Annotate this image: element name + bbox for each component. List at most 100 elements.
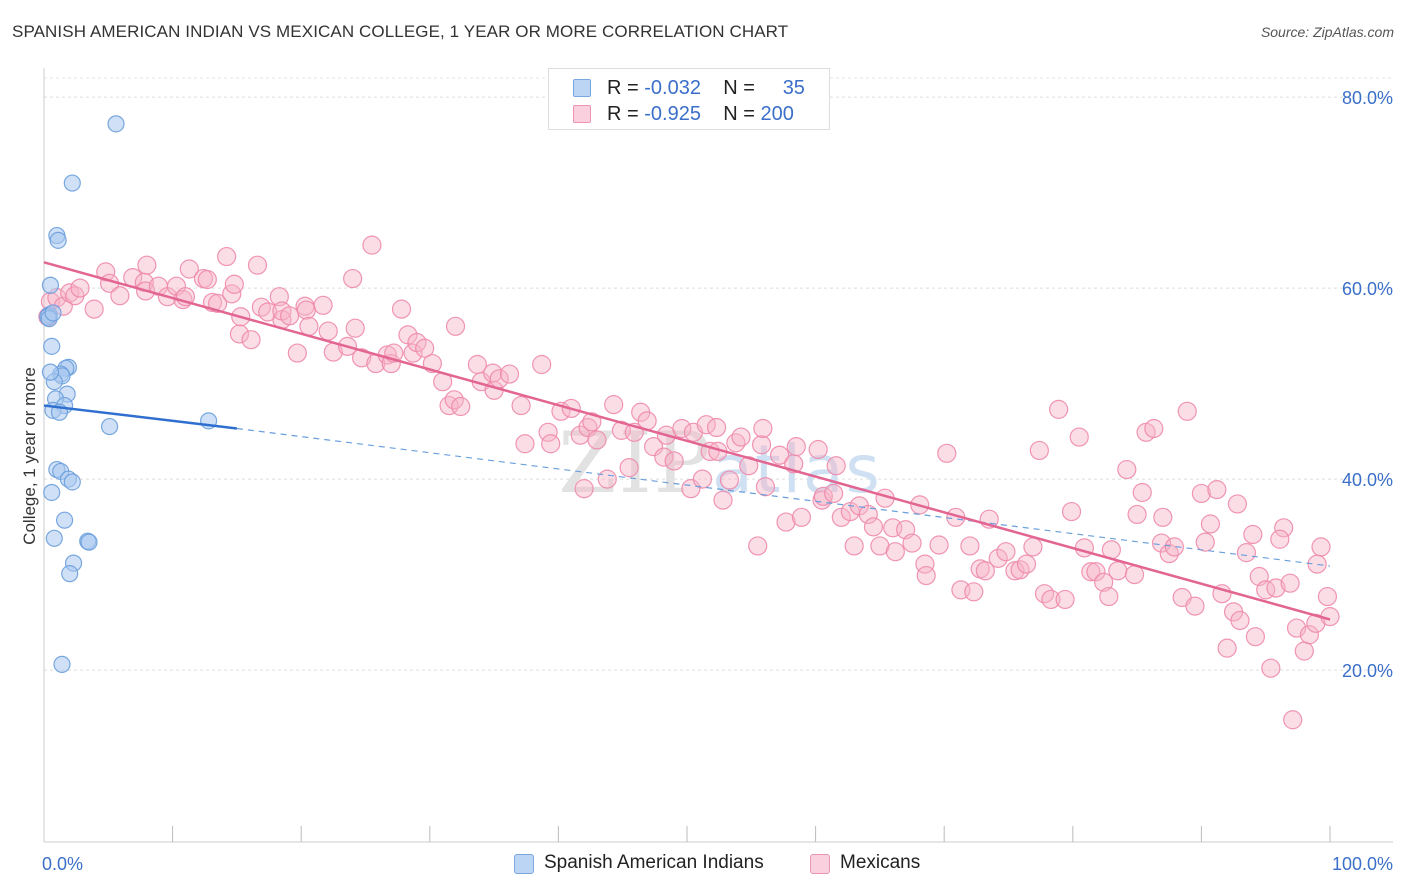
y-axis-label: College, 1 year or more (20, 367, 39, 545)
data-point-mexicans (975, 561, 995, 581)
data-point-mexicans (1294, 641, 1314, 661)
data-point-mexicans (776, 512, 796, 532)
data-point-mexicans (929, 535, 949, 555)
data-point-mexicans (1227, 494, 1248, 514)
data-point-mexicans (1317, 586, 1338, 607)
data-point-mexicans (1261, 658, 1281, 678)
data-point-mexicans (179, 259, 199, 279)
data-point-mexicans (844, 536, 864, 556)
data-point-mexicans (532, 354, 552, 375)
data-point-spanish-american-indians (63, 473, 81, 491)
data-point-mexicans (318, 321, 338, 341)
data-point-mexicans (299, 316, 319, 336)
y-tick-label: 80.0% (1342, 88, 1393, 108)
trend-line-spanish-american-indians-extension (236, 427, 1331, 567)
data-point-spanish-american-indians (41, 276, 60, 294)
data-point-mexicans (748, 536, 768, 556)
data-point-mexicans (1236, 543, 1257, 563)
bottom-legend-label: Mexicans (840, 852, 921, 873)
data-point-mexicans (1041, 589, 1061, 610)
data-point-mexicans (604, 395, 624, 415)
data-point-mexicans (1283, 710, 1303, 730)
data-point-mexicans (1151, 533, 1172, 553)
data-point-mexicans (217, 246, 237, 267)
data-point-mexicans (1081, 562, 1101, 582)
data-point-spanish-american-indians (43, 337, 61, 355)
data-point-spanish-american-indians (41, 363, 60, 381)
data-point-mexicans (706, 417, 727, 438)
data-point-mexicans (786, 437, 806, 457)
data-point-mexicans (415, 338, 435, 358)
data-point-mexicans (988, 548, 1008, 568)
data-point-mexicans (1086, 562, 1106, 582)
data-point-mexicans (791, 507, 812, 527)
data-point-mexicans (1230, 610, 1250, 631)
data-point-mexicans (247, 255, 268, 275)
chart-title: SPANISH AMERICAN INDIAN VS MEXICAN COLLE… (12, 22, 789, 41)
data-point-spanish-american-indians (63, 174, 81, 192)
y-tick-label: 40.0% (1342, 470, 1393, 490)
data-point-mexicans (1144, 418, 1164, 439)
data-point-mexicans (110, 286, 130, 306)
data-point-mexicans (280, 306, 300, 326)
data-point-mexicans (1299, 625, 1320, 645)
data-point-spanish-american-indians (80, 533, 98, 551)
data-point-mexicans (343, 268, 363, 289)
data-point-mexicans (769, 445, 790, 465)
data-point-mexicans (391, 299, 412, 319)
x-tick-label: 0.0% (42, 854, 83, 874)
data-point-mexicans (1274, 518, 1294, 538)
data-point-mexicans (1055, 589, 1075, 610)
data-point-mexicans (515, 434, 535, 454)
data-point-mexicans (826, 456, 846, 476)
data-point-mexicans (692, 469, 713, 489)
data-point-mexicans (916, 565, 936, 586)
data-point-mexicans (619, 458, 639, 478)
data-point-mexicans (1243, 524, 1263, 545)
data-point-spanish-american-indians (43, 483, 61, 502)
y-tick-label: 20.0% (1342, 661, 1393, 681)
data-point-mexicans (654, 447, 674, 467)
data-point-mexicans (1132, 482, 1152, 503)
data-point-mexicans (362, 235, 382, 255)
data-point-mexicans (1061, 501, 1082, 522)
data-point-mexicans (451, 396, 471, 417)
data-point-mexicans (229, 324, 250, 344)
data-point-mexicans (1099, 586, 1119, 607)
bottom-legend-swatch-blue (514, 854, 534, 874)
data-point-mexicans (1307, 554, 1327, 574)
data-point-mexicans (403, 343, 423, 363)
data-point-mexicans (643, 437, 664, 457)
data-point-mexicans (241, 330, 261, 350)
data-point-spanish-american-indians (55, 511, 74, 529)
data-point-mexicans (1200, 514, 1221, 534)
data-point-mexicans (719, 470, 740, 490)
data-point-mexicans (1177, 401, 1197, 421)
data-point-mexicans (1127, 504, 1147, 525)
data-point-mexicans (960, 536, 980, 556)
data-point-mexicans (313, 295, 333, 315)
data-point-mexicans (726, 433, 746, 453)
data-point-mexicans (1280, 573, 1300, 593)
data-point-mexicans (70, 278, 90, 298)
data-point-mexicans (1016, 554, 1037, 574)
data-point-mexicans (60, 283, 80, 303)
data-point-spanish-american-indians (100, 417, 119, 436)
data-point-mexicans (751, 435, 772, 455)
legend-r-value: -0.032 (644, 77, 701, 99)
legend-n-label: N = (723, 103, 755, 125)
data-point-mexicans (858, 504, 878, 525)
data-point-mexicans (511, 395, 531, 416)
data-point-spanish-american-indians (107, 115, 125, 133)
data-point-mexicans (445, 316, 466, 336)
data-point-mexicans (1245, 627, 1266, 647)
data-point-mexicans (713, 490, 733, 510)
data-point-mexicans (84, 299, 104, 319)
data-point-mexicans (345, 318, 365, 338)
data-point-spanish-american-indians (45, 529, 63, 547)
legend-r-label: R = (607, 77, 639, 99)
data-point-mexicans (1124, 564, 1145, 585)
data-point-spanish-american-indians (53, 655, 71, 673)
data-point-mexicans (824, 483, 844, 504)
data-point-mexicans (1023, 537, 1043, 557)
